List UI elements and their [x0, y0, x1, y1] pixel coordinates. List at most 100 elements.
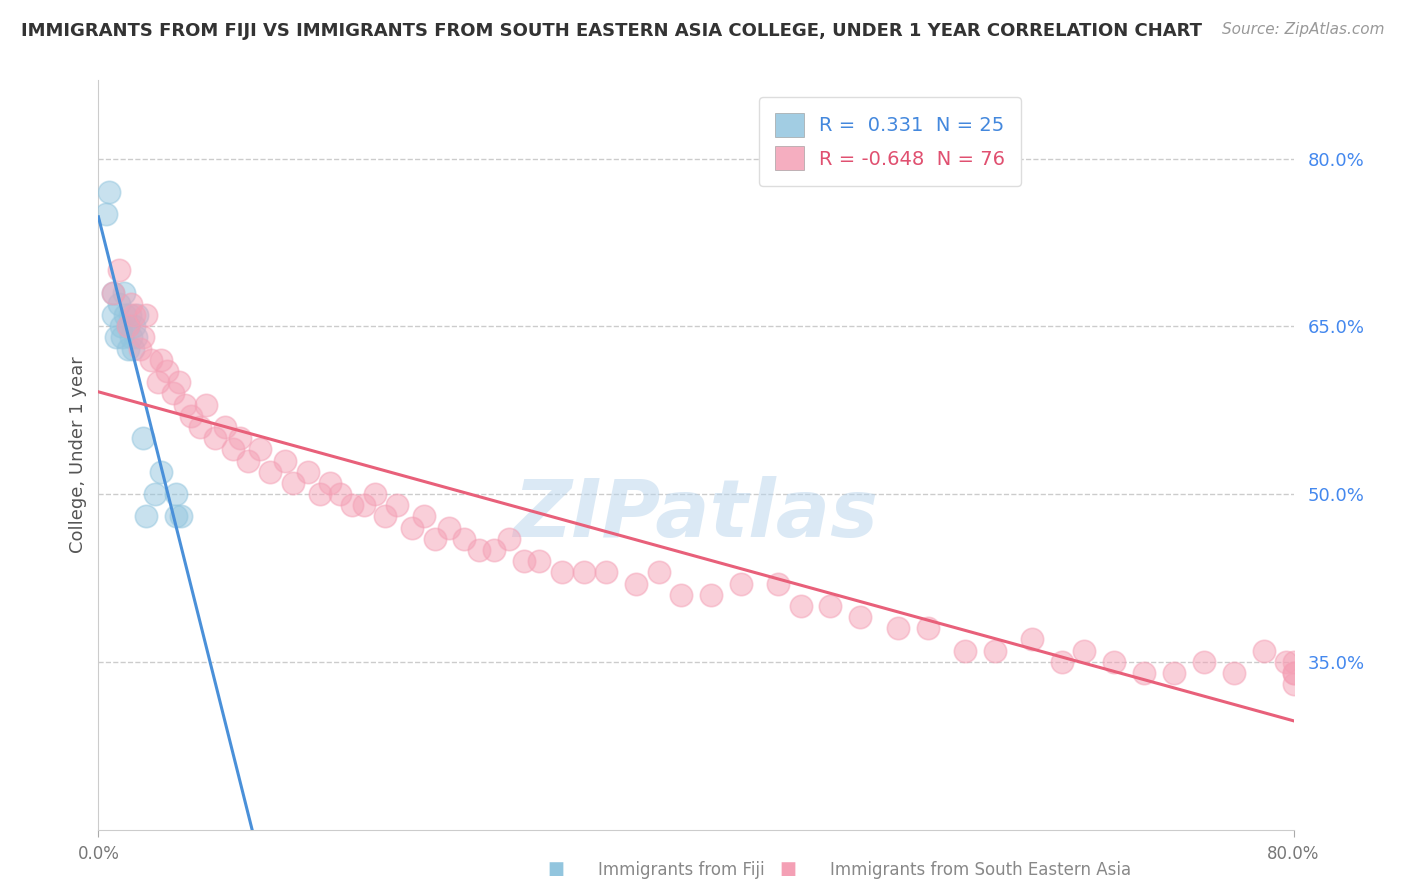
Point — [385, 498, 409, 512]
Point — [700, 588, 723, 602]
Point — [110, 319, 132, 334]
Point — [156, 364, 179, 378]
Point — [165, 487, 187, 501]
Point — [162, 386, 184, 401]
Point — [886, 621, 908, 635]
Point — [1192, 655, 1215, 669]
Point — [103, 285, 125, 300]
Point — [513, 554, 536, 568]
Point — [849, 610, 872, 624]
Point — [364, 487, 387, 501]
Point — [342, 498, 364, 512]
Point — [169, 509, 191, 524]
Point — [297, 465, 319, 479]
Point — [120, 297, 142, 311]
Text: IMMIGRANTS FROM FIJI VS IMMIGRANTS FROM SOUTH EASTERN ASIA COLLEGE, UNDER 1 YEAR: IMMIGRANTS FROM FIJI VS IMMIGRANTS FROM … — [21, 22, 1202, 40]
Point — [165, 509, 187, 524]
Point — [329, 487, 352, 501]
Point — [468, 543, 491, 558]
Point — [188, 420, 211, 434]
Point — [117, 342, 139, 356]
Point — [626, 576, 648, 591]
Point — [1050, 655, 1073, 669]
Point — [132, 431, 155, 445]
Point — [111, 330, 134, 344]
Point — [820, 599, 842, 613]
Point — [423, 532, 446, 546]
Point — [550, 566, 572, 580]
Point — [917, 621, 939, 635]
Point — [647, 566, 669, 580]
Point — [103, 285, 125, 300]
Point — [484, 543, 506, 558]
Point — [1282, 677, 1305, 691]
Text: Source: ZipAtlas.com: Source: ZipAtlas.com — [1222, 22, 1385, 37]
Point — [439, 520, 461, 534]
Point — [117, 319, 139, 334]
Point — [953, 643, 976, 657]
Point — [120, 330, 142, 344]
Point — [259, 465, 281, 479]
Legend: R =  0.331  N = 25, R = -0.648  N = 76: R = 0.331 N = 25, R = -0.648 N = 76 — [759, 97, 1021, 186]
Point — [135, 308, 157, 322]
Point — [308, 487, 330, 501]
Point — [132, 330, 155, 344]
Point — [180, 409, 202, 423]
Point — [124, 319, 146, 334]
Point — [1163, 665, 1185, 680]
Point — [214, 420, 236, 434]
Point — [1073, 643, 1095, 657]
Point — [135, 509, 157, 524]
Point — [1104, 655, 1126, 669]
Text: Immigrants from South Eastern Asia: Immigrants from South Eastern Asia — [830, 861, 1130, 879]
Point — [112, 285, 135, 300]
Point — [1282, 655, 1305, 669]
Point — [150, 465, 173, 479]
Point — [319, 475, 342, 490]
Point — [453, 532, 475, 546]
Text: ■: ■ — [779, 860, 796, 878]
Point — [374, 509, 396, 524]
Point — [105, 330, 128, 344]
Point — [108, 297, 131, 311]
Point — [984, 643, 1007, 657]
Point — [195, 398, 218, 412]
Point — [766, 576, 789, 591]
Point — [127, 308, 149, 322]
Point — [121, 342, 143, 356]
Point — [669, 588, 692, 602]
Point — [174, 398, 197, 412]
Point — [281, 475, 304, 490]
Point — [789, 599, 811, 613]
Point — [97, 185, 120, 199]
Text: Immigrants from Fiji: Immigrants from Fiji — [598, 861, 765, 879]
Point — [1223, 665, 1246, 680]
Point — [129, 342, 152, 356]
Point — [114, 308, 136, 322]
Point — [527, 554, 550, 568]
Point — [274, 453, 297, 467]
Point — [204, 431, 226, 445]
Point — [1021, 632, 1043, 647]
Point — [249, 442, 271, 457]
Point — [353, 498, 375, 512]
Point — [572, 566, 595, 580]
Point — [498, 532, 520, 546]
Point — [1133, 665, 1156, 680]
Point — [413, 509, 436, 524]
Point — [1253, 643, 1275, 657]
Point — [118, 308, 141, 322]
Point — [125, 330, 148, 344]
Point — [229, 431, 252, 445]
Text: ■: ■ — [547, 860, 564, 878]
Point — [236, 453, 259, 467]
Point — [150, 352, 173, 367]
Point — [401, 520, 423, 534]
Point — [143, 487, 166, 501]
Point — [1282, 665, 1305, 680]
Point — [103, 308, 125, 322]
Point — [124, 308, 146, 322]
Point — [730, 576, 752, 591]
Point — [94, 207, 117, 221]
Point — [117, 319, 139, 334]
